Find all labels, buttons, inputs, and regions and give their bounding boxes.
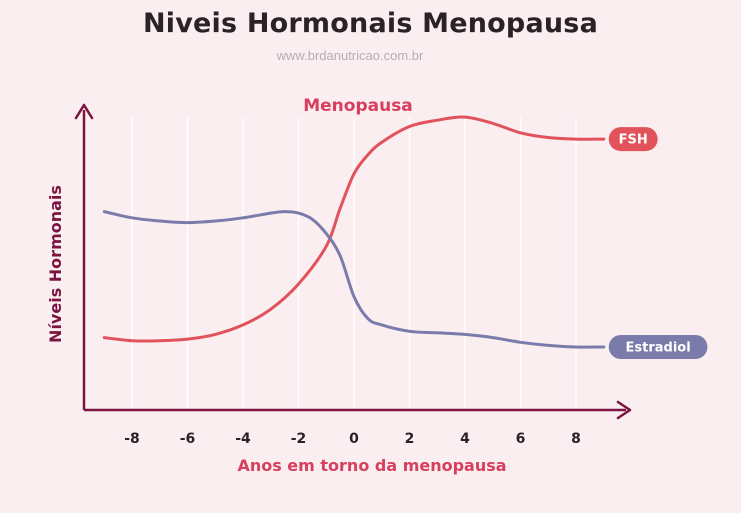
y-axis-label: Níveis Hormonais <box>46 185 65 343</box>
series-line-fsh <box>102 115 606 343</box>
page-title: Niveis Hormonais Menopausa <box>142 8 598 39</box>
series-label-fsh: FSH <box>619 133 648 148</box>
series-label-estradiol: Estradiol <box>626 341 691 356</box>
x-tick-label: -2 <box>291 431 307 447</box>
x-tick-label: 4 <box>460 431 470 447</box>
source-url: www.brdanutricao.com.br <box>276 48 424 63</box>
x-axis-label: Anos em torno da menopausa <box>237 456 506 475</box>
x-tick-label: 8 <box>571 431 581 447</box>
chart-title: Menopausa <box>303 96 413 116</box>
x-tick-label: 0 <box>349 431 359 447</box>
x-axis-arrow <box>616 400 632 420</box>
x-tick-label: -4 <box>235 431 251 447</box>
x-tick-label: 6 <box>516 431 526 447</box>
series-label-pill-fsh <box>608 127 658 152</box>
series-label-pill-estradiol <box>608 335 708 359</box>
series-line-estradiol <box>102 210 606 349</box>
y-axis-arrow <box>74 103 94 120</box>
x-tick-label: -6 <box>180 431 196 447</box>
x-tick-label: 2 <box>405 431 415 447</box>
x-tick-label: -8 <box>124 431 140 447</box>
